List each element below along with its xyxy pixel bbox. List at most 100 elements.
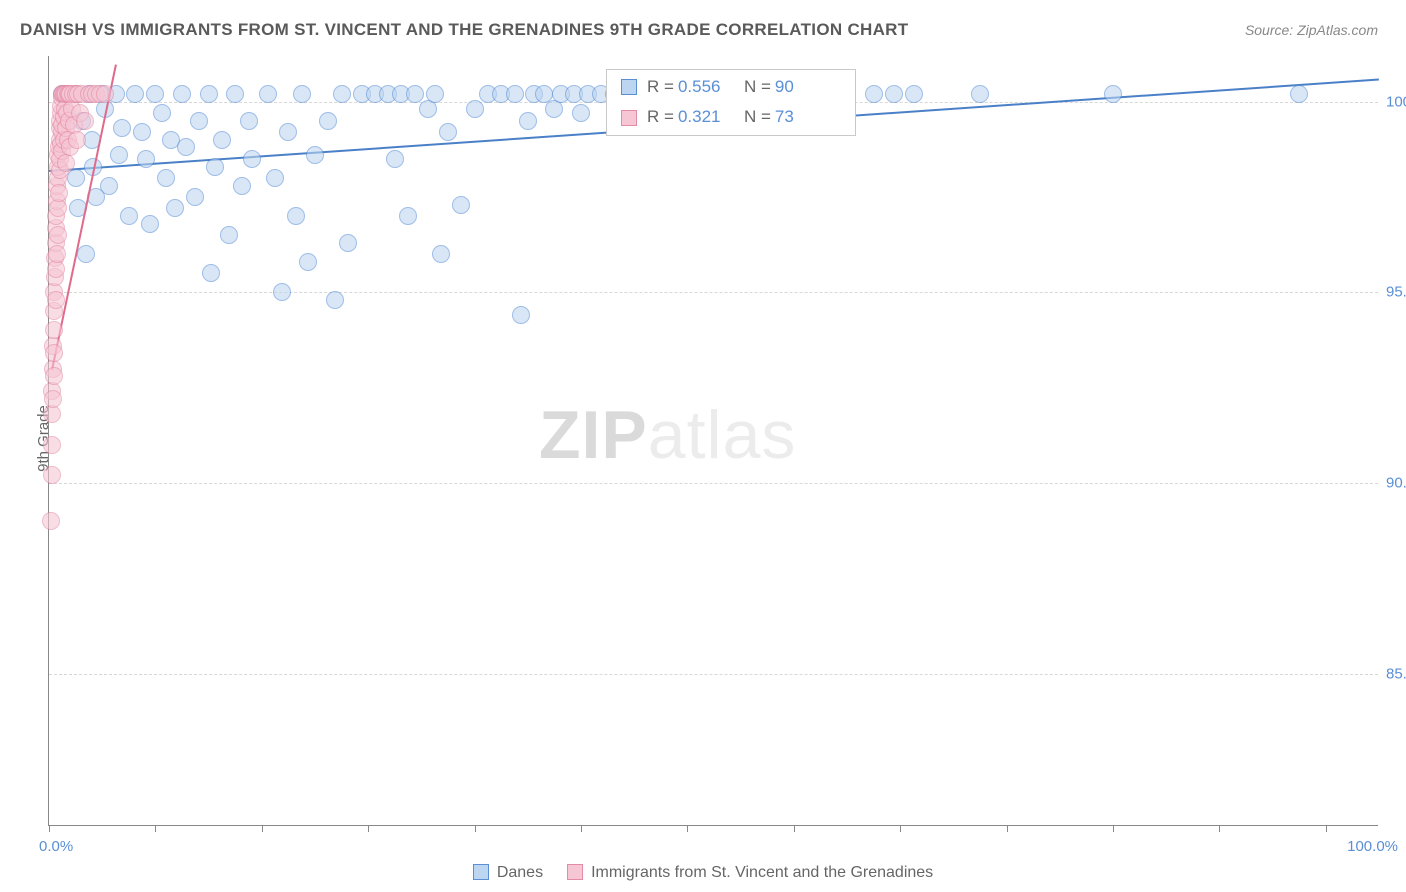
- correlation-legend-row: R =0.321 N =73: [607, 102, 855, 132]
- data-point: [279, 123, 297, 141]
- data-point: [49, 226, 67, 244]
- data-point: [865, 85, 883, 103]
- gridline: [49, 292, 1378, 293]
- data-point: [153, 104, 171, 122]
- data-point: [48, 245, 66, 263]
- data-point: [47, 291, 65, 309]
- chart-title: DANISH VS IMMIGRANTS FROM ST. VINCENT AN…: [20, 20, 908, 40]
- r-value: 0.556: [678, 74, 726, 100]
- legend-swatch: [621, 110, 637, 126]
- data-point: [96, 85, 114, 103]
- x-max-label: 100.0%: [1347, 838, 1398, 855]
- data-point: [333, 85, 351, 103]
- n-label: N =: [744, 74, 771, 100]
- x-tick-mark: [1007, 825, 1008, 832]
- data-point: [44, 390, 62, 408]
- correlation-legend: R =0.556 N =90R =0.321 N =73: [606, 69, 856, 136]
- data-point: [110, 146, 128, 164]
- data-point: [432, 245, 450, 263]
- n-value: 73: [775, 104, 823, 130]
- data-point: [572, 104, 590, 122]
- x-tick-mark: [900, 825, 901, 832]
- legend-item: Immigrants from St. Vincent and the Gren…: [567, 864, 933, 881]
- legend-label: Immigrants from St. Vincent and the Gren…: [591, 864, 933, 881]
- r-label: R =: [647, 104, 674, 130]
- data-point: [885, 85, 903, 103]
- data-point: [226, 85, 244, 103]
- data-point: [339, 234, 357, 252]
- data-point: [120, 207, 138, 225]
- data-point: [213, 131, 231, 149]
- data-point: [306, 146, 324, 164]
- x-tick-mark: [49, 825, 50, 832]
- data-point: [506, 85, 524, 103]
- data-point: [126, 85, 144, 103]
- data-point: [133, 123, 151, 141]
- source-label: Source: ZipAtlas.com: [1245, 22, 1378, 38]
- legend-swatch: [621, 79, 637, 95]
- x-tick-mark: [794, 825, 795, 832]
- data-point: [319, 112, 337, 130]
- data-point: [426, 85, 444, 103]
- data-point: [326, 291, 344, 309]
- data-point: [293, 85, 311, 103]
- data-point: [439, 123, 457, 141]
- n-value: 90: [775, 74, 823, 100]
- x-tick-mark: [1326, 825, 1327, 832]
- data-point: [905, 85, 923, 103]
- data-point: [43, 436, 61, 454]
- data-point: [202, 264, 220, 282]
- data-point: [100, 177, 118, 195]
- r-value: 0.321: [678, 104, 726, 130]
- legend-item: Danes: [473, 864, 543, 881]
- data-point: [173, 85, 191, 103]
- data-point: [68, 131, 86, 149]
- x-tick-mark: [368, 825, 369, 832]
- x-tick-mark: [1113, 825, 1114, 832]
- n-label: N =: [744, 104, 771, 130]
- data-point: [273, 283, 291, 301]
- data-point: [240, 112, 258, 130]
- data-point: [45, 367, 63, 385]
- data-point: [971, 85, 989, 103]
- data-point: [233, 177, 251, 195]
- data-point: [186, 188, 204, 206]
- correlation-legend-row: R =0.556N =90: [607, 72, 855, 102]
- data-point: [113, 119, 131, 137]
- data-point: [43, 466, 61, 484]
- watermark: ZIPatlas: [539, 396, 796, 474]
- x-tick-mark: [581, 825, 582, 832]
- chart-plot-area: ZIPatlas 85.0%90.0%95.0%100.0%0.0%100.0%…: [48, 56, 1378, 826]
- data-point: [519, 112, 537, 130]
- data-point: [243, 150, 261, 168]
- data-point: [220, 226, 238, 244]
- data-point: [190, 112, 208, 130]
- y-tick-label: 95.0%: [1386, 284, 1406, 301]
- data-point: [67, 169, 85, 187]
- data-point: [77, 245, 95, 263]
- data-point: [45, 344, 63, 362]
- data-point: [166, 199, 184, 217]
- data-point: [287, 207, 305, 225]
- watermark-part2: atlas: [648, 397, 797, 473]
- data-point: [50, 184, 68, 202]
- legend-label: Danes: [497, 864, 543, 881]
- x-tick-mark: [262, 825, 263, 832]
- data-point: [206, 158, 224, 176]
- x-tick-mark: [475, 825, 476, 832]
- x-tick-mark: [1219, 825, 1220, 832]
- data-point: [399, 207, 417, 225]
- data-point: [200, 85, 218, 103]
- data-point: [406, 85, 424, 103]
- y-tick-label: 100.0%: [1386, 93, 1406, 110]
- data-point: [512, 306, 530, 324]
- data-point: [259, 85, 277, 103]
- data-point: [1290, 85, 1308, 103]
- data-point: [57, 154, 75, 172]
- x-tick-mark: [687, 825, 688, 832]
- data-point: [137, 150, 155, 168]
- data-point: [466, 100, 484, 118]
- data-point: [141, 215, 159, 233]
- data-point: [45, 321, 63, 339]
- data-point: [386, 150, 404, 168]
